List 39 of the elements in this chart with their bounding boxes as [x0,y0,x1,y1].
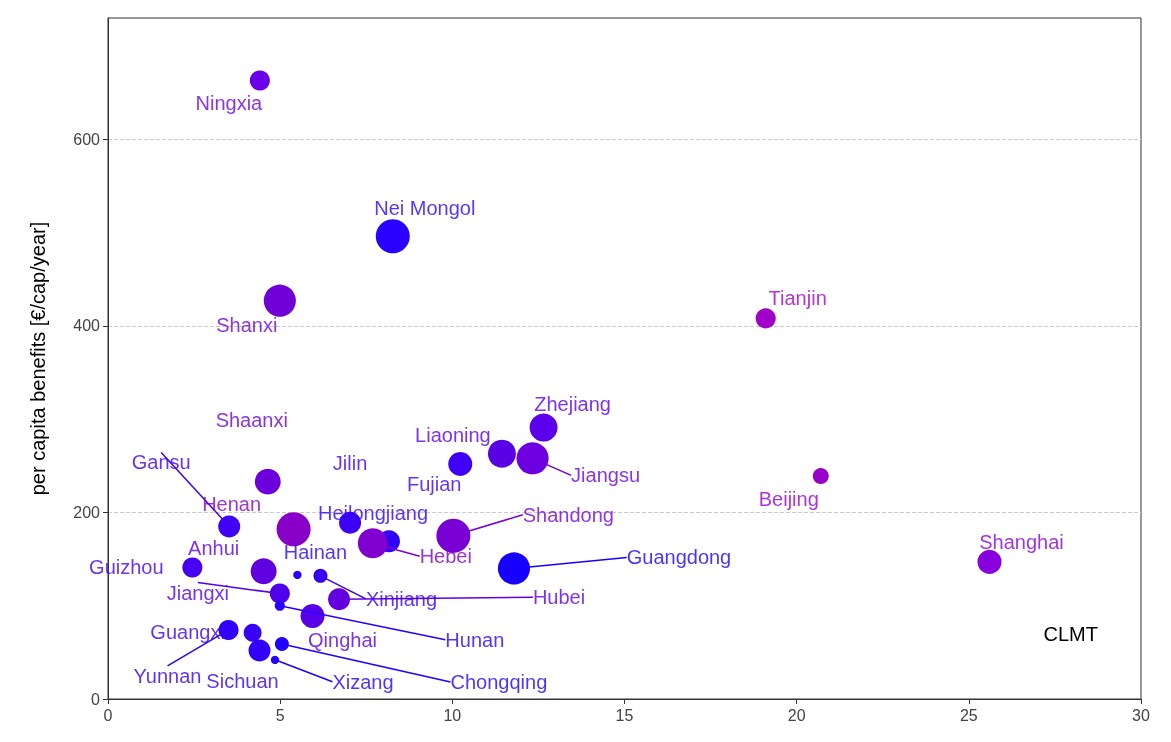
y-tick-label: 400 [73,317,101,335]
annotation: Jiangsu [571,464,641,487]
annotation: Hainan [283,540,348,563]
annotation: Jiangxi [166,581,229,604]
x-tick-label: 10 [443,706,462,724]
annotation: Hubei [532,586,586,609]
annotation: Beijing [758,488,819,511]
annotation: Nei Mongol [374,197,476,220]
annotation: Chongqing [450,670,548,693]
x-tick-label: 15 [615,706,634,724]
annotation: Ningxia [195,91,264,114]
annotation: Shanxi [216,313,278,336]
y-axis-title: per capita benefits [€/cap/year] [27,221,49,496]
x-tick-label: 5 [275,706,285,724]
x-tick-label: 30 [1132,706,1150,724]
annotation: Qinghai [308,628,377,651]
annotation: Shaanxi [215,408,288,431]
annotation: Yunnan [133,664,202,687]
annotation: CLMT [1043,623,1099,645]
y-tick-label: 0 [91,690,101,708]
annotation: Sichuan [206,670,279,693]
annotation: Liaoning [415,423,491,446]
annotation: Shandong [522,503,614,526]
annotation: Hunan [445,628,505,651]
annotation: Heilongjiang [317,502,429,525]
annotation: Fujian [407,472,462,495]
annotation: Hebei [419,545,472,568]
x-tick-label: 0 [103,706,113,724]
x-tick-label: 20 [787,706,806,724]
annotation: Jilin [332,451,368,474]
y-tick-label: 600 [73,130,101,148]
x-tick-label: 25 [959,706,978,724]
annotation: Xizang [332,670,394,693]
y-tick-label: 200 [73,503,101,521]
annotation: Zhejiang [534,392,611,415]
annotation: Guangdong [626,546,732,569]
annotation: Anhui [188,537,240,560]
annotation: Shanghai [979,530,1064,553]
annotation: Tianjin [768,287,827,310]
